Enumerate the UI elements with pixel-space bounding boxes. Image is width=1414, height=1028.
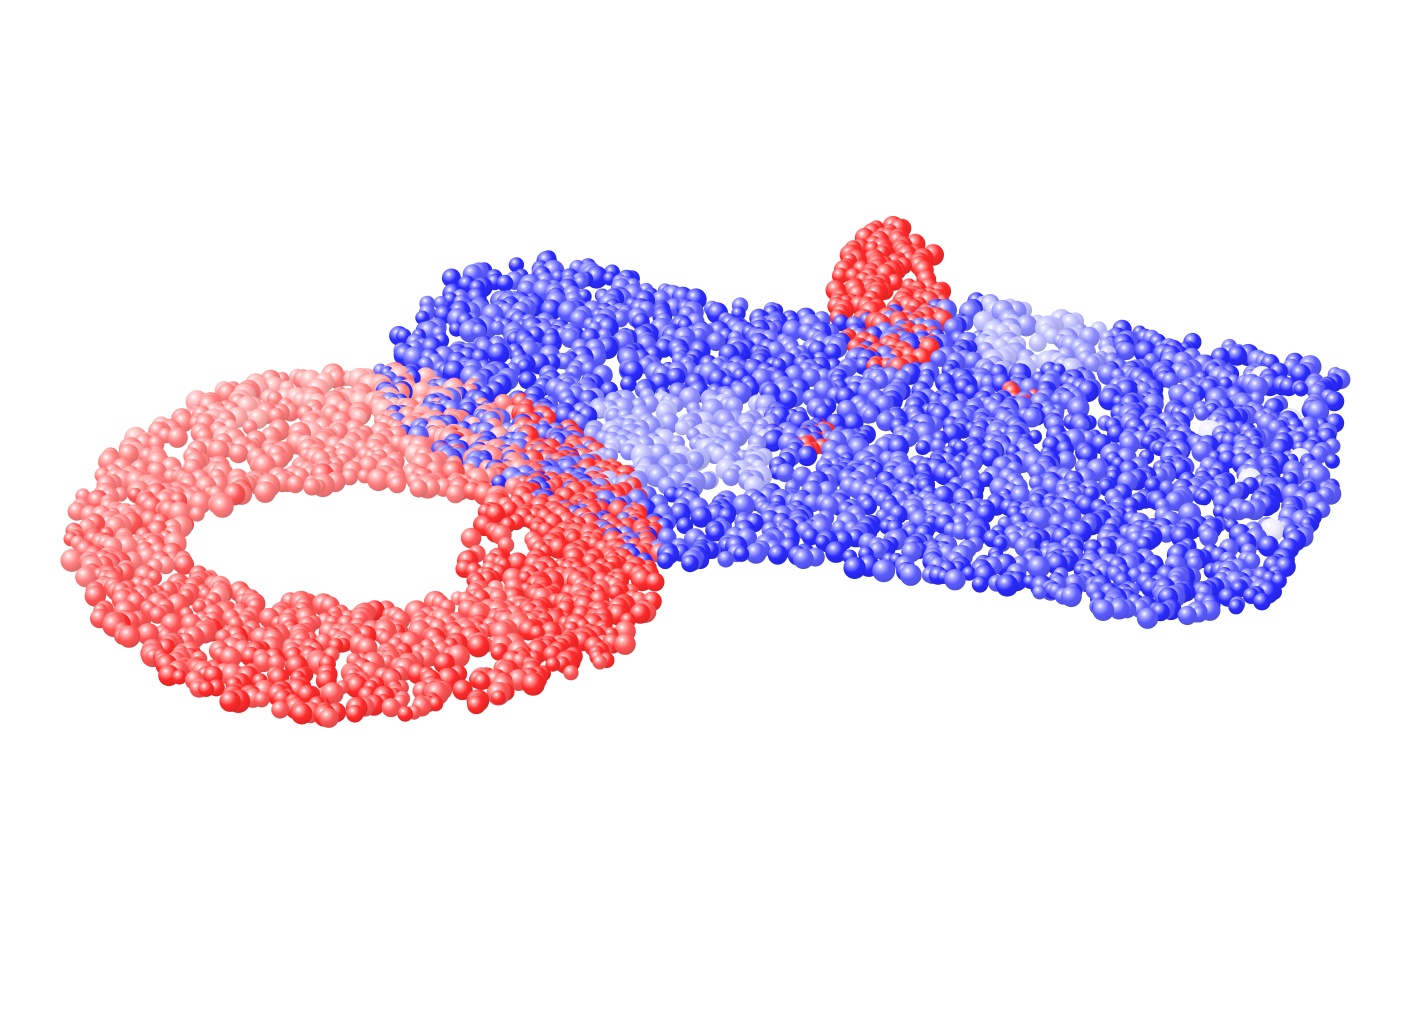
atom-sphere (843, 556, 866, 579)
atom-sphere (198, 681, 215, 697)
atom-sphere (592, 654, 608, 670)
atom-sphere (1060, 585, 1082, 608)
atom-sphere (441, 268, 461, 288)
atom-sphere (518, 371, 537, 390)
atom-sphere (1136, 607, 1159, 629)
atom-sphere (467, 695, 486, 715)
atom-sphere (796, 445, 818, 467)
atom-sphere (792, 548, 814, 570)
atom-sphere (930, 350, 947, 367)
atom-sphere (862, 407, 879, 424)
atom-sphere (471, 324, 486, 339)
atom-sphere (1253, 592, 1271, 611)
atom-sphere (172, 669, 187, 685)
atom-sphere (733, 546, 750, 562)
atom-sphere (1022, 407, 1042, 428)
atom-sphere (674, 420, 690, 436)
atom-sphere (219, 690, 241, 712)
atom-sphere (388, 475, 407, 494)
atom-sphere (823, 343, 842, 362)
atom-sphere (1324, 391, 1345, 412)
atom-sphere (1177, 605, 1197, 626)
atom-sphere (346, 705, 364, 723)
atom-sphere (1228, 599, 1244, 615)
atom-sphere (899, 563, 922, 586)
atom-sphere (996, 574, 1019, 597)
atom-sphere (872, 559, 896, 583)
atom-sphere (971, 576, 989, 593)
atom-sphere (228, 443, 249, 464)
protein-surface[interactable] (60, 215, 1351, 728)
atom-sphere (681, 554, 699, 573)
atom-sphere (397, 706, 414, 722)
atom-sphere (1194, 406, 1210, 421)
atom-sphere (446, 484, 465, 504)
atom-sphere (167, 427, 188, 448)
atom-sphere (620, 375, 637, 393)
atom-sphere (271, 700, 290, 719)
atom-sphere (657, 552, 674, 570)
atom-sphere (614, 633, 636, 655)
atom-sphere (303, 478, 321, 496)
atom-sphere (1290, 363, 1311, 385)
atom-sphere (208, 439, 230, 461)
atom-sphere (563, 665, 579, 681)
atom-sphere (1324, 453, 1340, 469)
atom-sphere (487, 342, 510, 365)
atom-sphere (1197, 491, 1212, 506)
atom-sphere (717, 550, 735, 568)
atom-sphere (915, 440, 931, 456)
atom-sphere (516, 359, 533, 375)
atom-sphere (1056, 450, 1077, 471)
atom-sphere (254, 481, 276, 503)
atom-sphere (496, 274, 514, 292)
atom-sphere (1222, 505, 1237, 521)
atom-sphere (1293, 382, 1308, 397)
atom-sphere (1028, 333, 1047, 352)
atom-sphere (467, 634, 490, 658)
atom-sphere (1199, 527, 1219, 547)
atom-sphere (319, 708, 339, 728)
atom-sphere (1084, 355, 1101, 372)
atom-sphere (521, 672, 545, 696)
atom-sphere (944, 569, 966, 591)
atom-sphere (952, 440, 968, 456)
atom-sphere (1092, 599, 1114, 621)
atom-sphere (1162, 372, 1179, 389)
atom-sphere (473, 673, 491, 690)
atom-sphere (117, 625, 141, 648)
atom-sphere (490, 320, 505, 336)
atom-sphere (1226, 345, 1248, 366)
atom-sphere (442, 360, 465, 383)
atom-sphere (409, 479, 428, 498)
atom-sphere (291, 703, 313, 725)
atom-sphere (762, 430, 784, 452)
atom-sphere (722, 468, 740, 487)
atom-sphere (286, 475, 305, 494)
atom-sphere (775, 463, 795, 483)
atom-sphere (767, 544, 788, 565)
atom-sphere (1032, 585, 1047, 600)
atom-sphere (491, 690, 506, 705)
atom-sphere (211, 495, 234, 518)
atom-sphere (645, 572, 665, 592)
atom-sphere (253, 691, 270, 708)
atom-sphere (706, 332, 726, 352)
atom-sphere (1238, 502, 1256, 519)
atom-sphere (508, 257, 525, 273)
atom-sphere (1117, 342, 1136, 361)
atom-sphere (831, 267, 849, 284)
